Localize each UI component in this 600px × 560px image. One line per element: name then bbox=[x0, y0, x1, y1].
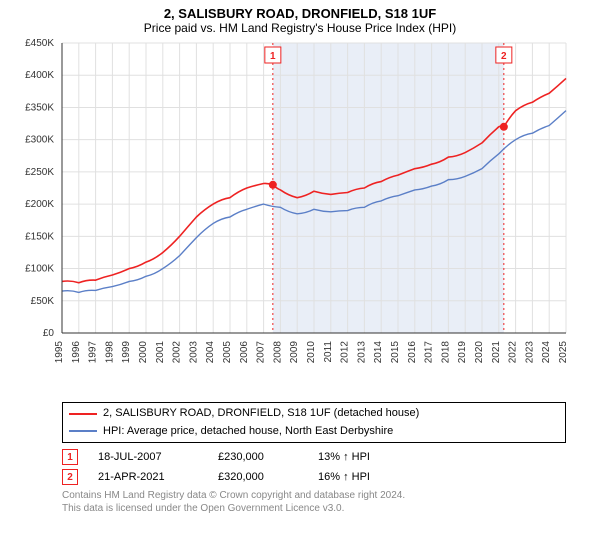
svg-text:2010: 2010 bbox=[306, 341, 317, 364]
svg-text:2007: 2007 bbox=[256, 341, 267, 364]
svg-text:2016: 2016 bbox=[407, 341, 418, 364]
svg-text:2018: 2018 bbox=[440, 341, 451, 364]
svg-text:2021: 2021 bbox=[491, 341, 502, 364]
page-subtitle: Price paid vs. HM Land Registry's House … bbox=[0, 21, 600, 35]
svg-text:1995: 1995 bbox=[54, 341, 65, 364]
svg-text:1: 1 bbox=[270, 51, 276, 62]
sale-diff: 13% ↑ HPI bbox=[318, 451, 398, 463]
svg-text:2023: 2023 bbox=[524, 341, 535, 364]
svg-text:1999: 1999 bbox=[121, 341, 132, 364]
svg-text:£450K: £450K bbox=[25, 39, 54, 49]
sales-list: 1 18-JUL-2007 £230,000 13% ↑ HPI 2 21-AP… bbox=[62, 449, 600, 485]
footnote-line: Contains HM Land Registry data © Crown c… bbox=[62, 489, 538, 502]
svg-text:2001: 2001 bbox=[155, 341, 166, 364]
svg-text:1998: 1998 bbox=[104, 341, 115, 364]
footnote: Contains HM Land Registry data © Crown c… bbox=[62, 489, 538, 515]
svg-text:2015: 2015 bbox=[390, 341, 401, 364]
legend-item: HPI: Average price, detached house, Nort… bbox=[69, 423, 559, 441]
sale-row: 2 21-APR-2021 £320,000 16% ↑ HPI bbox=[62, 469, 600, 485]
sale-date: 18-JUL-2007 bbox=[98, 451, 198, 463]
svg-text:£0: £0 bbox=[43, 328, 55, 339]
legend-swatch-2 bbox=[69, 430, 97, 432]
svg-text:2: 2 bbox=[501, 51, 507, 62]
svg-text:2009: 2009 bbox=[289, 341, 300, 364]
svg-text:2017: 2017 bbox=[424, 341, 435, 364]
svg-text:2014: 2014 bbox=[373, 341, 384, 364]
sale-price: £230,000 bbox=[218, 451, 298, 463]
legend-item: 2, SALISBURY ROAD, DRONFIELD, S18 1UF (d… bbox=[69, 405, 559, 423]
sale-price: £320,000 bbox=[218, 471, 298, 483]
sale-marker-1: 1 bbox=[62, 449, 78, 465]
svg-text:£300K: £300K bbox=[25, 135, 54, 146]
legend-label: 2, SALISBURY ROAD, DRONFIELD, S18 1UF (d… bbox=[103, 405, 419, 423]
svg-text:1997: 1997 bbox=[88, 341, 99, 364]
svg-text:2008: 2008 bbox=[272, 341, 283, 364]
svg-text:2020: 2020 bbox=[474, 341, 485, 364]
svg-text:2019: 2019 bbox=[457, 341, 468, 364]
svg-text:2006: 2006 bbox=[239, 341, 250, 364]
page-title: 2, SALISBURY ROAD, DRONFIELD, S18 1UF bbox=[0, 6, 600, 21]
svg-text:£350K: £350K bbox=[25, 102, 54, 113]
legend: 2, SALISBURY ROAD, DRONFIELD, S18 1UF (d… bbox=[62, 402, 566, 443]
svg-text:1996: 1996 bbox=[71, 341, 82, 364]
svg-text:2005: 2005 bbox=[222, 341, 233, 364]
svg-text:2000: 2000 bbox=[138, 341, 149, 364]
svg-text:£150K: £150K bbox=[25, 231, 54, 242]
svg-text:£50K: £50K bbox=[31, 296, 55, 307]
svg-text:2013: 2013 bbox=[356, 341, 367, 364]
svg-text:2011: 2011 bbox=[323, 341, 334, 363]
sale-diff: 16% ↑ HPI bbox=[318, 471, 398, 483]
legend-label: HPI: Average price, detached house, Nort… bbox=[103, 423, 393, 441]
footnote-line: This data is licensed under the Open Gov… bbox=[62, 502, 538, 515]
svg-text:£250K: £250K bbox=[25, 167, 54, 178]
sale-row: 1 18-JUL-2007 £230,000 13% ↑ HPI bbox=[62, 449, 600, 465]
sale-marker-2: 2 bbox=[62, 469, 78, 485]
legend-swatch-1 bbox=[69, 413, 97, 415]
svg-text:2003: 2003 bbox=[188, 341, 199, 364]
sale-date: 21-APR-2021 bbox=[98, 471, 198, 483]
svg-text:2002: 2002 bbox=[172, 341, 183, 364]
svg-text:2022: 2022 bbox=[508, 341, 519, 364]
svg-text:2012: 2012 bbox=[340, 341, 351, 364]
price-chart: £0 £50K £100K £150K £200K £250K £300K £350K £400… bbox=[0, 39, 600, 393]
svg-text:2025: 2025 bbox=[558, 341, 569, 364]
svg-text:2024: 2024 bbox=[541, 341, 552, 364]
svg-text:£200K: £200K bbox=[25, 199, 54, 210]
svg-text:2004: 2004 bbox=[205, 341, 216, 364]
svg-text:£400K: £400K bbox=[25, 70, 54, 81]
svg-text:£100K: £100K bbox=[25, 264, 54, 275]
chart-container: £0 £50K £100K £150K £200K £250K £300K £350K £400… bbox=[0, 39, 600, 398]
